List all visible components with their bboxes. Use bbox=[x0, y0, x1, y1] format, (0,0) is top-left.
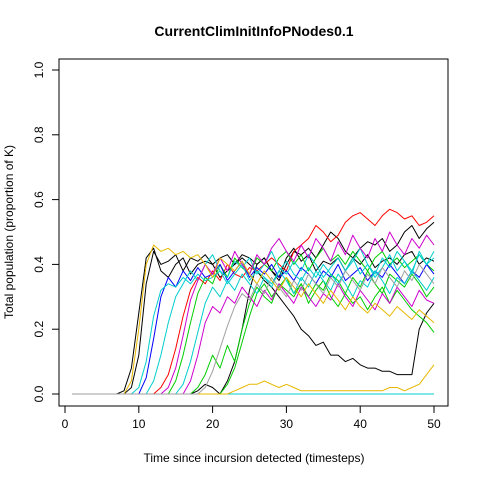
series-line-10 bbox=[72, 247, 435, 395]
y-tick-label: 0.6 bbox=[32, 191, 46, 208]
y-tick-label: 0.0 bbox=[32, 385, 46, 402]
series-line-3 bbox=[72, 221, 435, 395]
y-tick-label: 0.4 bbox=[32, 256, 46, 273]
series-line-16 bbox=[72, 364, 435, 395]
x-tick-label: 40 bbox=[354, 417, 368, 431]
series-line-11 bbox=[72, 270, 435, 395]
series-line-14 bbox=[72, 283, 435, 395]
y-tick-label: 0.2 bbox=[32, 321, 46, 338]
series-line-15 bbox=[72, 244, 435, 395]
x-tick-label: 10 bbox=[132, 417, 146, 431]
chart-title: CurrentClimInitInfoPNodes0.1 bbox=[154, 23, 353, 39]
x-tick-label: 50 bbox=[427, 417, 441, 431]
series-line-13 bbox=[72, 231, 435, 395]
series-layer bbox=[72, 208, 435, 395]
y-tick-label: 1.0 bbox=[32, 61, 46, 78]
series-line-6 bbox=[72, 270, 435, 395]
x-axis: 0 10 20 30 40 50 bbox=[62, 405, 441, 431]
x-tick-label: 20 bbox=[206, 417, 220, 431]
series-line-1 bbox=[72, 247, 435, 395]
series-line-5 bbox=[72, 280, 435, 395]
series-line-8 bbox=[72, 260, 435, 395]
y-axis: 0.0 0.2 0.4 0.6 0.8 1.0 bbox=[32, 61, 60, 402]
y-tick-label: 0.8 bbox=[32, 126, 46, 143]
series-line-7 bbox=[72, 247, 435, 395]
series-line-17 bbox=[72, 263, 435, 395]
x-tick-label: 0 bbox=[62, 417, 69, 431]
x-axis-label: Time since incursion detected (timesteps… bbox=[144, 451, 365, 465]
series-line-4 bbox=[72, 208, 435, 395]
x-tick-label: 30 bbox=[280, 417, 294, 431]
y-axis-label: Total population (proportion of K) bbox=[2, 145, 16, 319]
